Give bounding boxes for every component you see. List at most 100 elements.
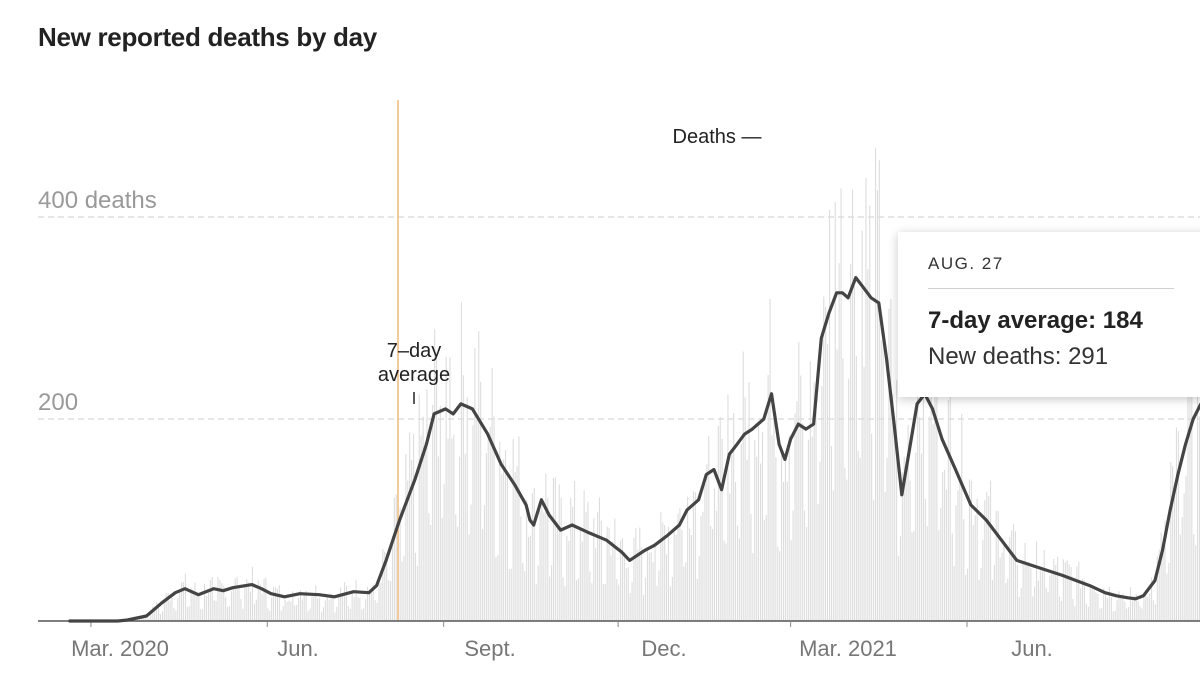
daily-bar	[942, 471, 944, 621]
daily-bar	[748, 382, 750, 621]
daily-bar	[621, 538, 623, 621]
daily-bar	[1133, 595, 1135, 621]
daily-bar	[1177, 431, 1179, 621]
daily-bar	[428, 513, 430, 621]
daily-bar	[1139, 606, 1141, 621]
daily-bar	[186, 606, 188, 621]
daily-bar	[926, 526, 928, 621]
daily-bar	[1045, 588, 1047, 621]
daily-bar	[737, 525, 739, 621]
daily-bar	[614, 518, 616, 621]
daily-bar	[911, 532, 913, 621]
daily-bar	[892, 394, 894, 621]
daily-bar	[754, 440, 756, 621]
daily-bar	[1143, 597, 1145, 621]
daily-bar	[340, 587, 342, 621]
daily-bar	[390, 581, 392, 621]
daily-bar	[529, 535, 531, 621]
daily-bar	[940, 507, 942, 621]
daily-bar	[995, 510, 997, 621]
daily-bar	[426, 388, 428, 621]
daily-bar	[1082, 578, 1084, 621]
daily-bar	[600, 520, 602, 621]
daily-bar	[938, 530, 940, 621]
daily-bar	[650, 552, 652, 621]
daily-bar	[148, 618, 150, 621]
daily-bar	[844, 467, 846, 621]
daily-bar	[545, 473, 547, 621]
daily-bar	[430, 524, 432, 621]
daily-bar	[225, 597, 227, 621]
daily-bar	[949, 390, 951, 621]
daily-bar	[140, 617, 142, 621]
daily-bar	[520, 516, 522, 621]
daily-bar	[204, 583, 206, 621]
daily-bar	[338, 593, 340, 621]
daily-bar	[957, 490, 959, 621]
daily-bar	[771, 435, 773, 621]
daily-bar	[993, 565, 995, 621]
daily-bar	[384, 551, 386, 621]
daily-bar	[344, 582, 346, 621]
daily-bar	[311, 596, 313, 621]
daily-bar	[194, 582, 196, 621]
daily-bar	[967, 568, 969, 621]
daily-bar	[997, 511, 999, 621]
daily-bar	[786, 481, 788, 621]
daily-bar	[363, 608, 365, 621]
daily-bar	[181, 582, 183, 621]
daily-bar	[449, 357, 451, 621]
daily-bar	[554, 477, 556, 621]
daily-bar	[959, 482, 961, 621]
daily-bar	[409, 432, 411, 621]
daily-bar	[182, 582, 184, 621]
daily-bar	[345, 585, 347, 621]
daily-bar	[644, 577, 646, 621]
daily-bar	[656, 586, 658, 621]
daily-bar	[228, 606, 230, 621]
daily-bar	[980, 567, 982, 621]
daily-bar	[756, 456, 758, 621]
daily-bar	[595, 548, 597, 621]
daily-bar	[852, 189, 854, 622]
daily-bar	[1064, 562, 1066, 621]
daily-bar	[784, 460, 786, 621]
daily-bar	[1095, 592, 1097, 621]
daily-bar	[1179, 534, 1181, 621]
daily-bar	[710, 525, 712, 621]
daily-bar	[487, 432, 489, 621]
daily-bar	[848, 378, 850, 621]
daily-bar	[1011, 530, 1013, 621]
daily-bar	[240, 599, 242, 621]
daily-bar	[478, 331, 480, 621]
daily-bar	[965, 574, 967, 621]
daily-bar	[623, 551, 625, 621]
daily-bar	[641, 547, 643, 621]
daily-bar	[1005, 583, 1007, 621]
daily-bar	[804, 510, 806, 621]
daily-bar	[1039, 568, 1041, 621]
daily-bar	[907, 424, 909, 621]
daily-bar	[813, 382, 815, 621]
daily-bar	[733, 413, 735, 621]
daily-bar	[669, 586, 671, 621]
daily-bar	[167, 593, 169, 621]
daily-bar	[468, 534, 470, 621]
daily-bar	[165, 593, 167, 621]
daily-bar	[1034, 586, 1036, 621]
daily-bar	[357, 597, 359, 621]
daily-bar	[238, 588, 240, 621]
daily-bar	[1168, 562, 1170, 621]
daily-bar	[740, 443, 742, 621]
daily-bar	[639, 527, 641, 621]
daily-bar	[671, 576, 673, 621]
daily-bar	[781, 449, 783, 621]
daily-bar	[209, 580, 211, 621]
daily-bar	[719, 417, 721, 621]
daily-bar	[612, 541, 614, 621]
daily-bar	[838, 263, 840, 621]
daily-bar	[746, 459, 748, 621]
daily-bar	[288, 600, 290, 621]
daily-bar	[928, 416, 930, 621]
daily-bar	[215, 601, 217, 621]
